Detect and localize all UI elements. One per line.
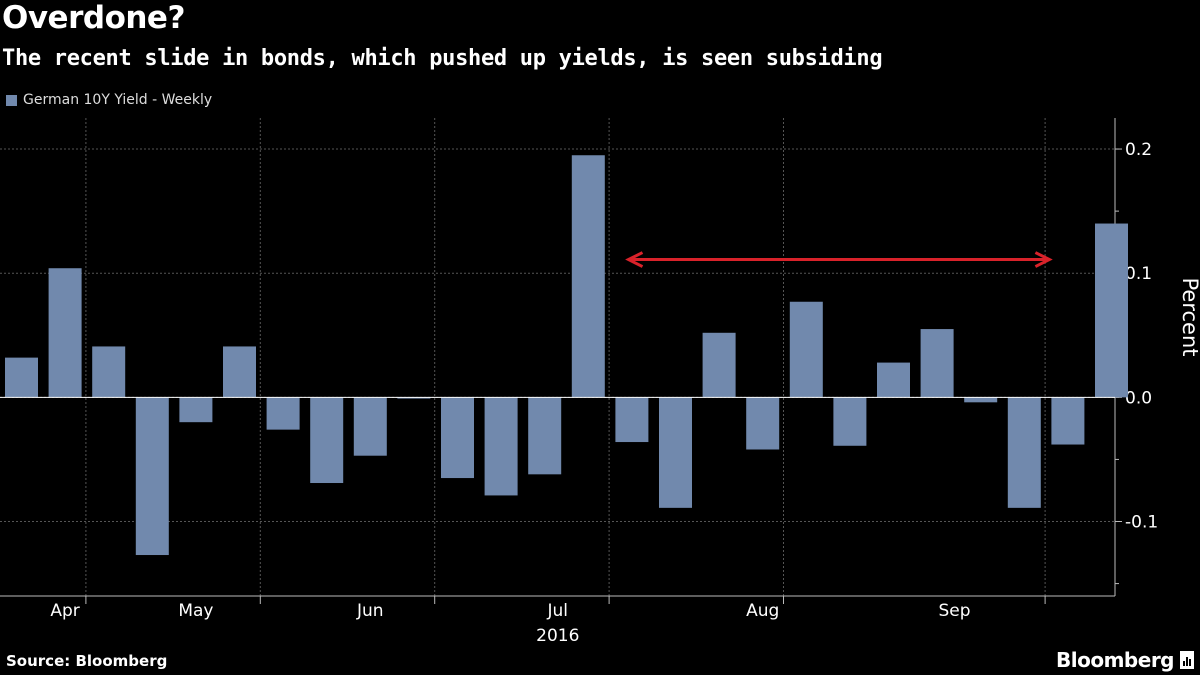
brand-name: Bloomberg [1056,648,1174,672]
bar [48,268,82,398]
y-tick-label: 0.2 [1125,140,1152,160]
bar [179,397,213,423]
bar [441,397,474,479]
x-tick-label: May [178,601,213,621]
arrow-head-right [1034,251,1053,268]
x-tick-label: Apr [50,601,79,621]
x-tick-label: Jun [356,601,384,621]
bar [964,397,998,403]
y-axis-label: Percent [1178,277,1200,356]
bar [1051,397,1085,445]
y-tick-label: -0.1 [1125,513,1158,533]
bar [702,332,736,398]
bar [1095,223,1128,398]
x-tick-label: Sep [939,601,971,621]
legend-swatch [6,94,17,106]
bar [353,397,387,456]
year-label: 2016 [536,626,579,646]
arrow-head-left [625,251,644,268]
bar [746,397,780,450]
bar [223,346,256,398]
bar [528,397,562,475]
x-tick-label: Aug [746,601,779,621]
y-tick-label: 0.1 [1125,264,1152,284]
bar [92,346,126,398]
bar [5,357,38,398]
y-tick-label: 0.0 [1125,388,1152,408]
chart-title: Overdone? [2,0,185,36]
bar [397,397,431,399]
bar [789,301,823,398]
bar [484,397,518,496]
legend-label: German 10Y Yield - Weekly [23,92,213,108]
source-note: Source: Bloomberg [6,652,168,670]
bar [659,397,692,508]
terminal-icon [1180,651,1194,669]
brand-logo: Bloomberg [1056,648,1194,672]
chart-subtitle: The recent slide in bonds, which pushed … [2,46,883,71]
bar [135,397,169,556]
x-tick-label: Jul [547,601,569,621]
bar [833,397,867,446]
bar [615,397,649,443]
bar [571,155,605,398]
bar [266,397,300,430]
bar [877,362,910,398]
legend: German 10Y Yield - Weekly [6,92,212,108]
bar [310,397,344,484]
bar [920,329,954,398]
bar [1007,397,1041,508]
